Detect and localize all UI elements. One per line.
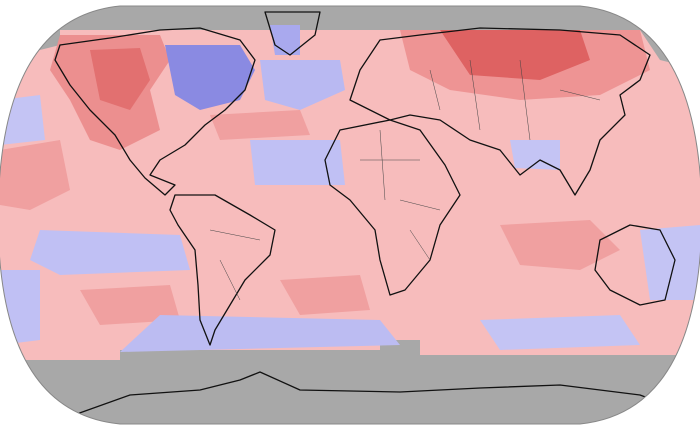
warm-anomaly (0, 140, 70, 210)
cool-anomaly (510, 140, 560, 170)
warm-anomaly (210, 110, 310, 140)
australia-coast (594, 224, 676, 306)
warm-anomaly (80, 285, 180, 325)
map-frame (0, 5, 700, 425)
cool-anomaly (270, 25, 300, 55)
no-data-south (0, 340, 700, 424)
cool-anomaly (250, 140, 345, 185)
cool-anomaly (260, 60, 345, 110)
cool-anomaly (120, 315, 400, 352)
cool-anomaly (640, 225, 700, 300)
warm-anomaly (500, 220, 620, 270)
greenland-coast (264, 11, 321, 56)
south-america-coast (169, 194, 276, 346)
cool-anomaly (30, 230, 190, 275)
country-borders (209, 59, 601, 301)
strong-warm-anomaly (440, 30, 590, 80)
strong-warm-anomaly (90, 48, 150, 110)
warm-anomaly (280, 275, 370, 315)
eurasia-coast (349, 27, 651, 196)
no-data-north (0, 6, 700, 30)
cool-anomaly (480, 315, 640, 350)
antarctica-coast (59, 371, 681, 421)
north-america-coast (54, 27, 256, 196)
africa-coast (324, 119, 461, 296)
strong-cool-anomaly (165, 45, 255, 110)
